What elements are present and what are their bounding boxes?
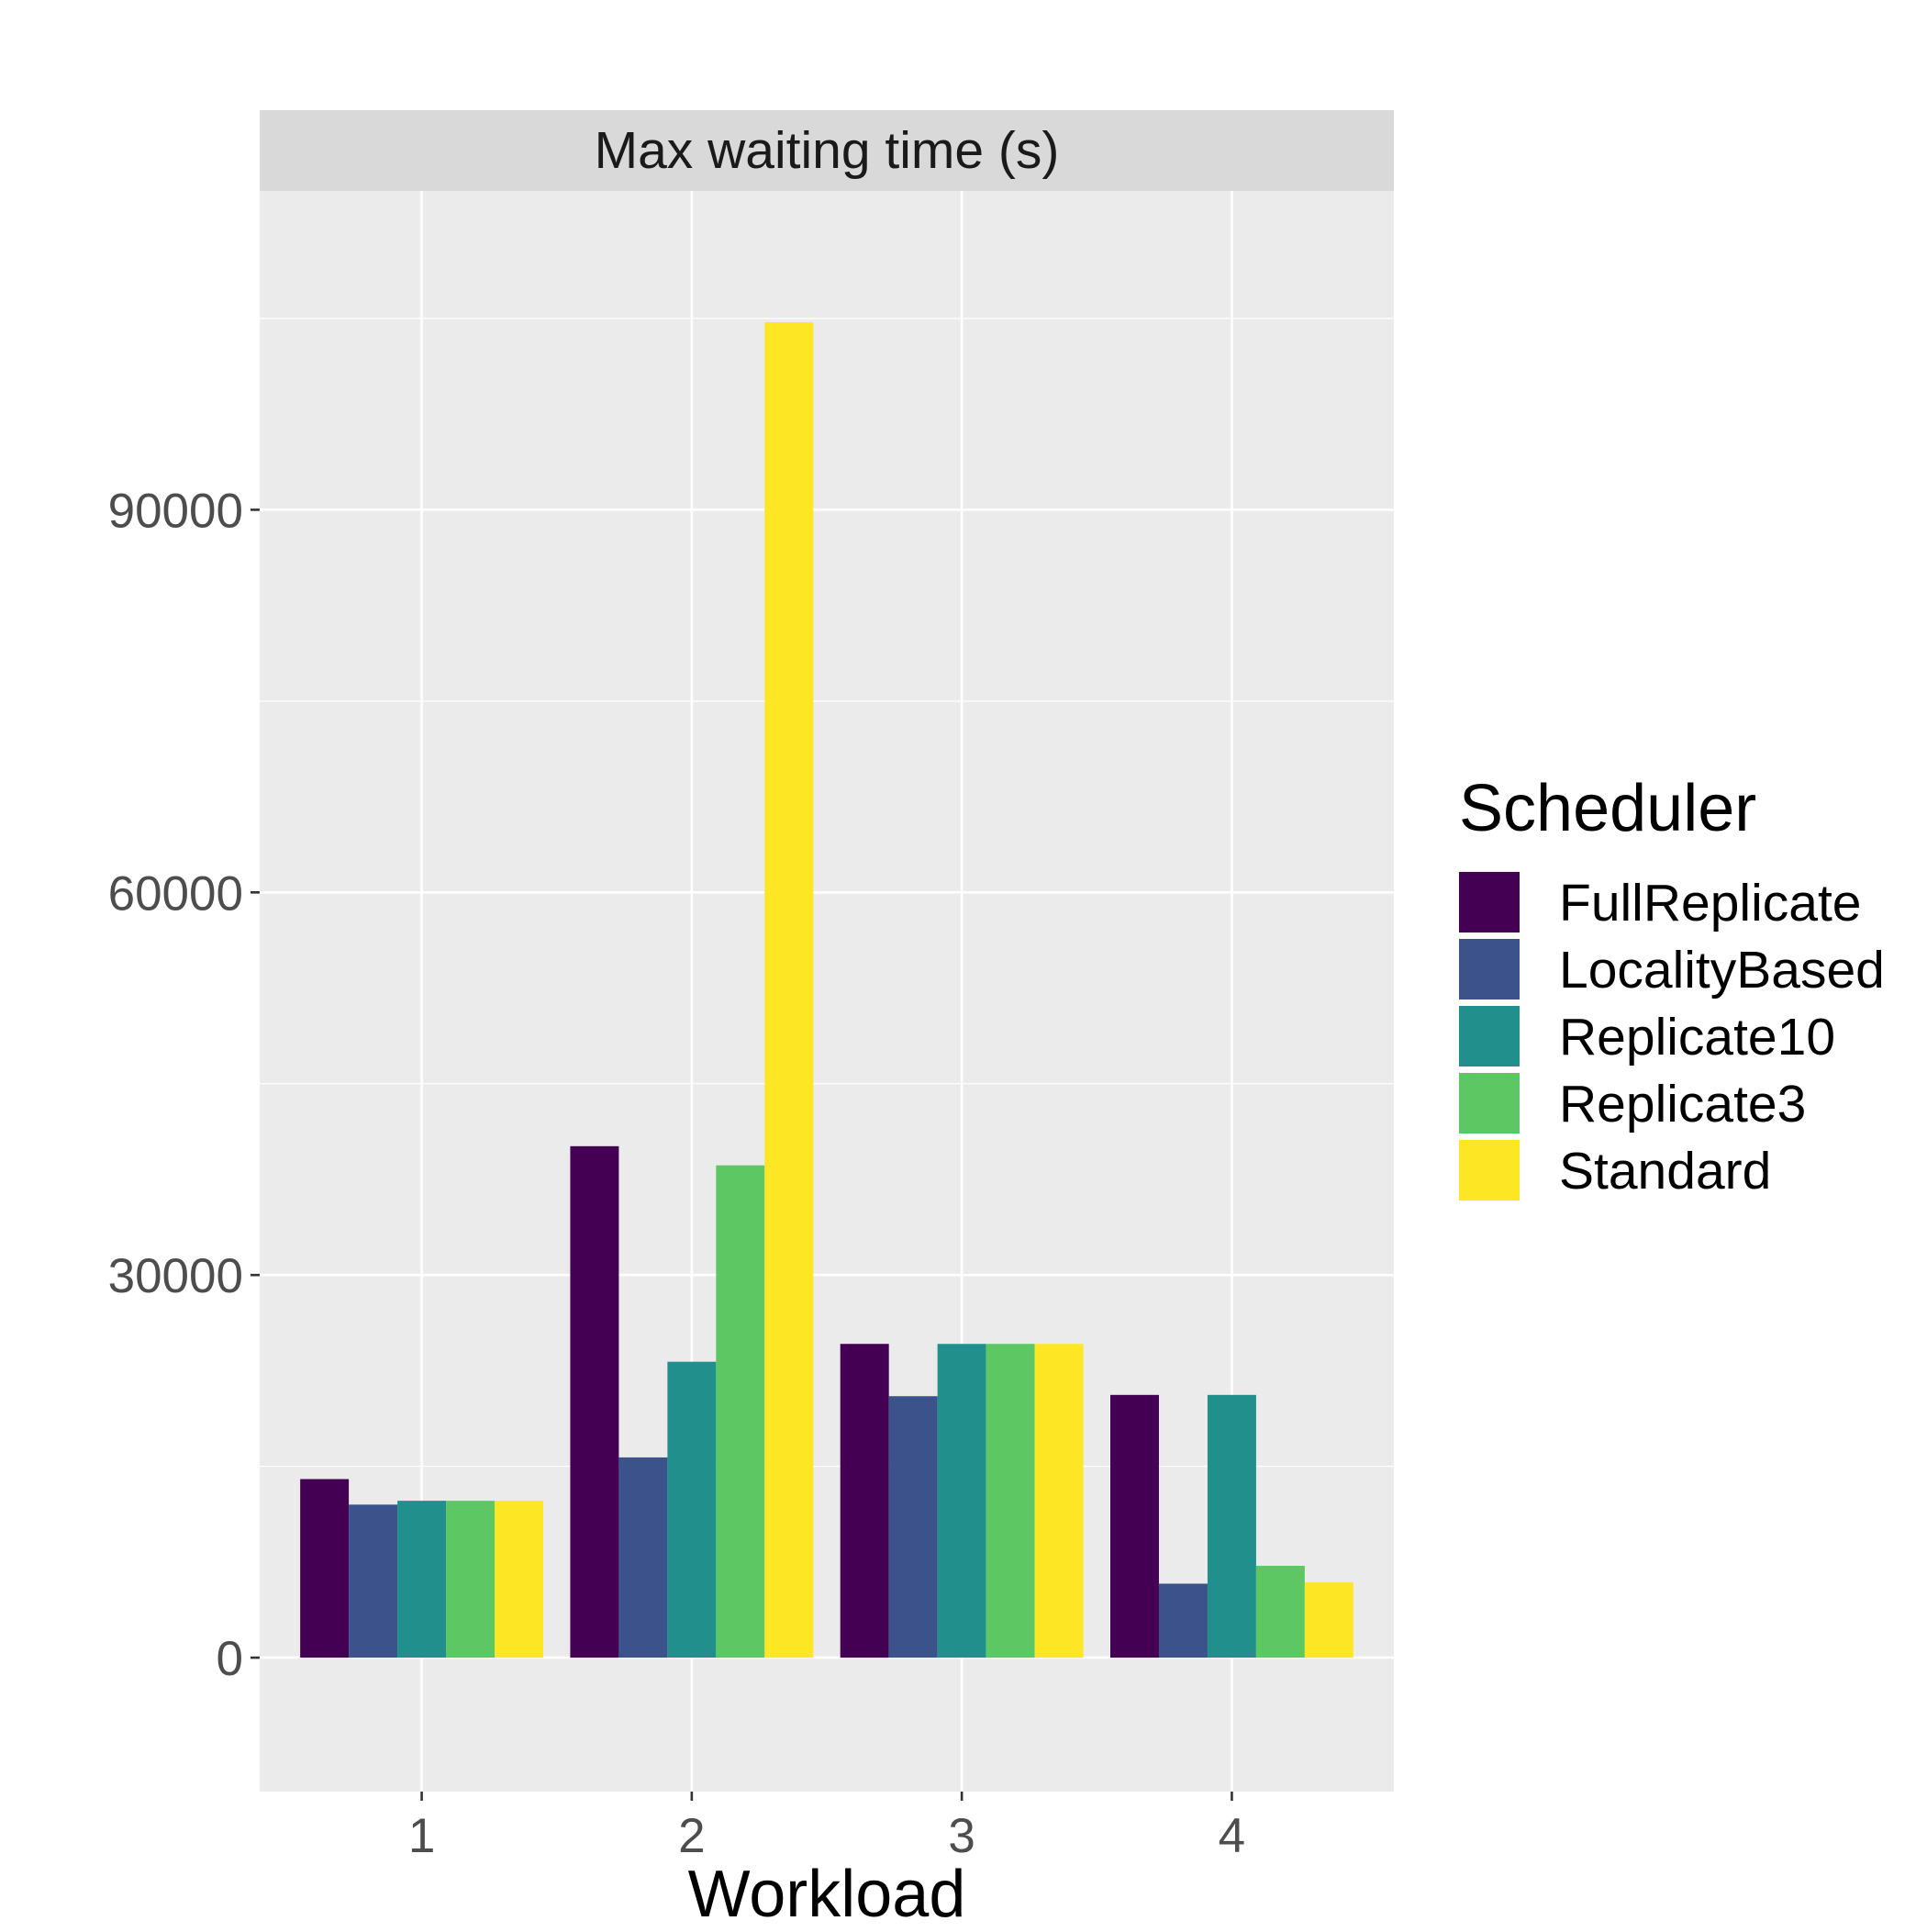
legend-key bbox=[1459, 1073, 1520, 1134]
legend-key bbox=[1459, 872, 1520, 932]
legend-label: Replicate3 bbox=[1559, 1075, 1806, 1134]
x-tick-label: 3 bbox=[948, 1809, 975, 1863]
x-tick-label: 2 bbox=[678, 1809, 705, 1863]
y-tick-label: 30000 bbox=[108, 1249, 243, 1303]
bar bbox=[618, 1457, 668, 1658]
bar bbox=[888, 1396, 938, 1658]
x-axis: 1 2 3 4 bbox=[408, 1792, 1245, 1863]
legend-key bbox=[1459, 939, 1520, 1000]
x-axis-title: Workload bbox=[688, 1858, 966, 1927]
y-axis: 0 30000 60000 90000 bbox=[108, 484, 260, 1686]
legend-label: LocalityBased bbox=[1559, 941, 1885, 1000]
x-tick-label: 1 bbox=[408, 1809, 435, 1863]
y-tick-label: 0 bbox=[217, 1632, 243, 1686]
bar bbox=[349, 1504, 398, 1658]
legend-label: FullReplicate bbox=[1559, 874, 1861, 932]
bar bbox=[667, 1361, 717, 1658]
bar bbox=[1207, 1394, 1256, 1658]
bars bbox=[300, 322, 1353, 1658]
bar bbox=[1034, 1344, 1084, 1658]
bar bbox=[446, 1501, 496, 1658]
bar bbox=[570, 1145, 619, 1658]
facet-title: Max waiting time (s) bbox=[595, 121, 1060, 180]
bar bbox=[840, 1344, 889, 1658]
legend-key bbox=[1459, 1006, 1520, 1067]
bar bbox=[300, 1479, 350, 1658]
y-tick-label: 60000 bbox=[108, 866, 243, 921]
legend-title: Scheduler bbox=[1459, 772, 1756, 845]
facet-strip bbox=[260, 110, 1394, 191]
bar bbox=[937, 1344, 986, 1658]
legend-label: Standard bbox=[1559, 1142, 1771, 1201]
bar bbox=[1158, 1583, 1208, 1658]
bar bbox=[1110, 1394, 1159, 1658]
bar bbox=[397, 1501, 447, 1658]
x-tick-label: 4 bbox=[1219, 1809, 1245, 1863]
bar bbox=[495, 1501, 543, 1658]
legend-key bbox=[1459, 1140, 1520, 1201]
bar bbox=[716, 1165, 765, 1658]
bar bbox=[1304, 1582, 1353, 1658]
y-tick-label: 90000 bbox=[108, 484, 243, 538]
legend-label: Replicate10 bbox=[1559, 1008, 1835, 1067]
bar bbox=[764, 322, 814, 1658]
bar bbox=[1255, 1566, 1305, 1658]
legend: Scheduler FullReplicate LocalityBased Repl… bbox=[1459, 772, 1885, 1201]
bar bbox=[986, 1344, 1035, 1658]
